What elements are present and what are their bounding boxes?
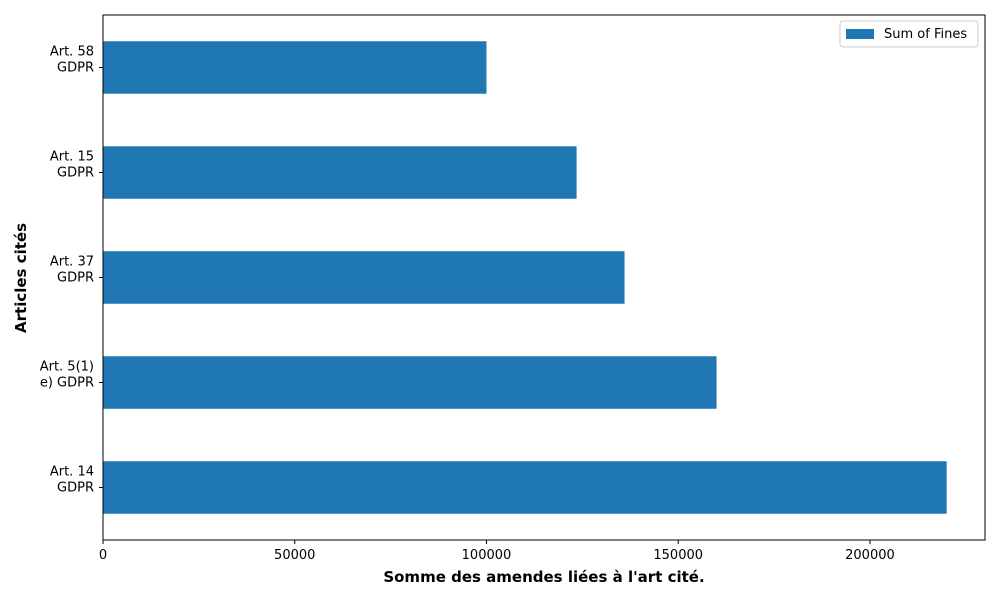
bars-group (103, 41, 947, 514)
y-tick-label: Art. 58 (50, 45, 94, 60)
y-tick-label: Art. 5(1) (40, 360, 94, 375)
plot-frame (102, 14, 986, 541)
legend: Sum of Fines (839, 20, 979, 48)
y-tick-label: GDPR (57, 481, 94, 496)
x-tick-label: 50000 (274, 548, 315, 563)
bar (103, 356, 717, 409)
legend-label: Sum of Fines (884, 27, 967, 42)
y-tick-label: e) GDPR (40, 376, 94, 391)
legend-swatch (846, 29, 874, 39)
x-axis-title: Somme des amendes liées à l'art cité. (383, 568, 704, 586)
bar (103, 41, 487, 94)
y-tick-label: GDPR (57, 61, 94, 76)
y-axis-title: Articles cités (12, 223, 30, 333)
legend-box (839, 20, 979, 48)
bar (103, 461, 947, 514)
y-tick-label: GDPR (57, 271, 94, 286)
y-tick-label: GDPR (57, 166, 94, 181)
y-tick-label: Art. 37 (50, 255, 94, 270)
x-tick-label: 100000 (462, 548, 512, 563)
x-tick-label: 150000 (653, 548, 703, 563)
x-tick-label: 0 (99, 548, 107, 563)
y-tick-label: Art. 15 (50, 150, 94, 165)
bar (103, 251, 625, 304)
x-axis-ticks: 0 50000 100000 150000 200000 (99, 540, 895, 563)
bar (103, 146, 577, 199)
y-tick-label: Art. 14 (50, 465, 94, 480)
x-tick-label: 200000 (845, 548, 895, 563)
